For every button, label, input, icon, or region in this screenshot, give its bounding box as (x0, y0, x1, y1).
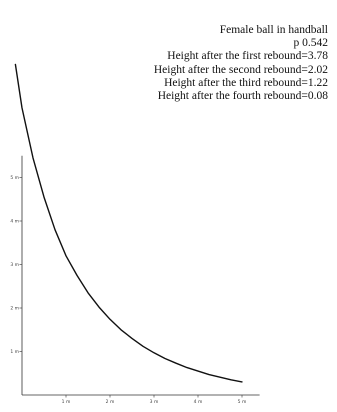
chart-axes (21, 155, 260, 396)
y-tick-label: 1 m (10, 349, 19, 355)
rebound-height-curve (14, 63, 243, 383)
x-tick-label: 4 m (194, 399, 203, 405)
chart-title: Female ball in handball (219, 24, 328, 36)
x-tick-label: 1 m (62, 399, 71, 405)
info-line-second-rebound: Height after the second rebound=2.02 (153, 63, 328, 76)
info-line-third-rebound: Height after the third rebound=1.22 (164, 76, 328, 89)
x-tick-label: 2 m (106, 399, 115, 405)
info-line-first-rebound: Height after the first rebound=3.78 (167, 50, 328, 63)
y-tick-label: 5 m (10, 175, 19, 181)
x-tick-label: 3 m (150, 399, 159, 405)
info-line-fourth-rebound: Height after the fourth rebound=0.08 (157, 90, 328, 103)
y-tick-label: 3 m (10, 262, 19, 268)
x-tick-label: 5 m (238, 399, 247, 405)
y-tick-label: 2 m (10, 306, 19, 312)
chart-series (14, 63, 243, 383)
chart-ticks: 1 m 2 m 3 m 4 m 5 m 1 m 2 m 3 m 4 m 5 m (10, 175, 246, 405)
y-tick-label: 4 m (10, 219, 19, 225)
info-line-p: p 0.542 (293, 37, 329, 50)
info-panel: Female ball in handball p 0.542 Height a… (154, 24, 328, 103)
